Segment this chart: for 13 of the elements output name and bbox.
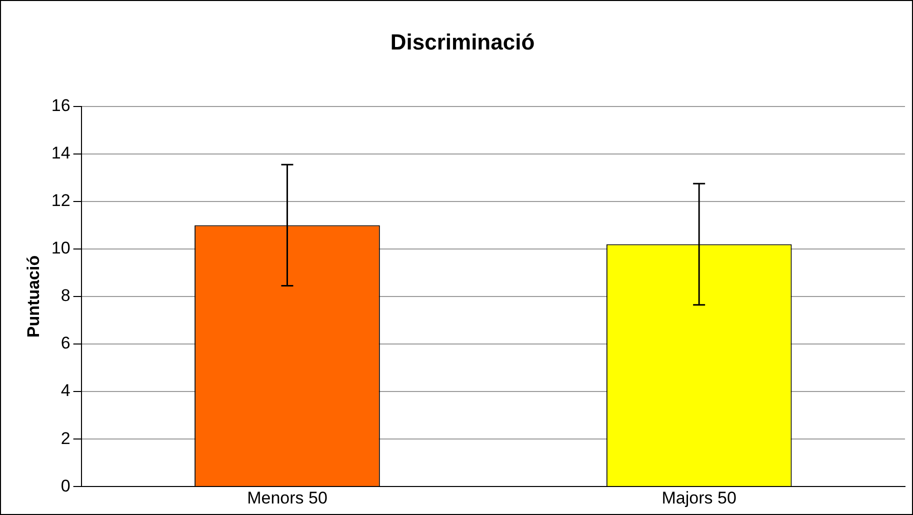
y-tick-label: 6: [60, 334, 70, 353]
y-tick-label: 0: [60, 476, 70, 496]
y-tick-label: 4: [60, 381, 70, 400]
y-tick-label: 16: [51, 96, 70, 116]
y-axis-title: Puntuació: [24, 255, 43, 338]
y-tick-label: 10: [51, 238, 70, 258]
y-tick-label: 2: [60, 428, 70, 448]
y-tick-label: 12: [51, 191, 70, 210]
y-tick-label: 8: [60, 286, 70, 306]
x-tick-label: Majors 50: [662, 488, 736, 508]
x-tick-label: Menors 50: [247, 488, 328, 508]
chart-title: Discriminació: [390, 29, 535, 54]
y-tick-label: 14: [51, 144, 70, 163]
